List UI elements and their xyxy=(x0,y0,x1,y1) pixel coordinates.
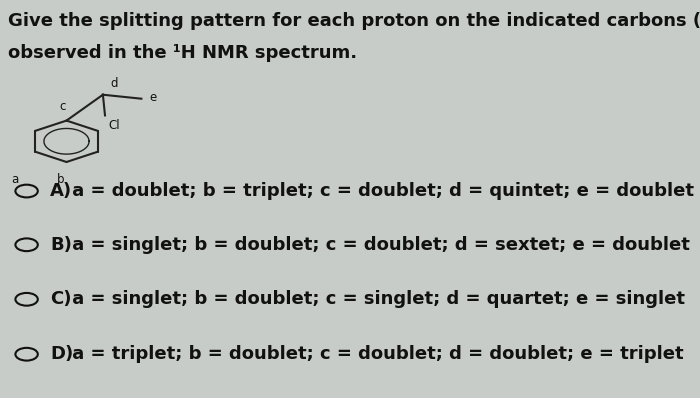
Text: a = singlet; b = doublet; c = doublet; d = sextet; e = doublet: a = singlet; b = doublet; c = doublet; d… xyxy=(66,236,690,254)
Text: Give the splitting pattern for each proton on the indicated carbons (a-e) that w: Give the splitting pattern for each prot… xyxy=(8,12,700,30)
Text: d: d xyxy=(110,77,118,90)
Text: observed in the ¹H NMR spectrum.: observed in the ¹H NMR spectrum. xyxy=(8,44,358,62)
Text: a = singlet; b = doublet; c = singlet; d = quartet; e = singlet: a = singlet; b = doublet; c = singlet; d… xyxy=(66,290,685,308)
Text: a = triplet; b = doublet; c = doublet; d = doublet; e = triplet: a = triplet; b = doublet; c = doublet; d… xyxy=(66,345,684,363)
Text: C): C) xyxy=(50,290,72,308)
Text: a = doublet; b = triplet; c = doublet; d = quintet; e = doublet: a = doublet; b = triplet; c = doublet; d… xyxy=(66,182,694,200)
Text: Cl: Cl xyxy=(108,119,120,132)
Text: b: b xyxy=(57,173,64,186)
Text: A): A) xyxy=(50,182,73,200)
Text: B): B) xyxy=(50,236,72,254)
Text: c: c xyxy=(60,100,66,113)
Text: a: a xyxy=(11,173,18,186)
Text: D): D) xyxy=(50,345,74,363)
Text: e: e xyxy=(150,92,157,104)
